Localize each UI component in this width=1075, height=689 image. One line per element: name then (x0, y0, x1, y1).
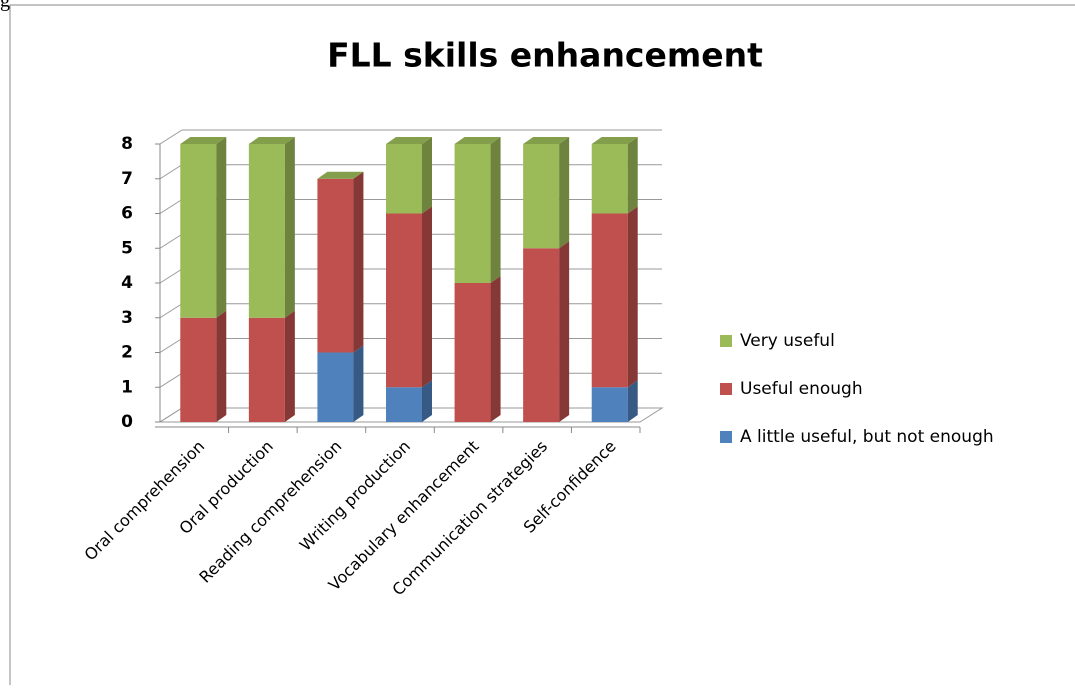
bar-segment (317, 352, 354, 422)
bar-segment (386, 144, 422, 214)
bar-segment (523, 248, 560, 422)
bar-top (248, 137, 295, 144)
legend-label: Useful enough (740, 379, 863, 399)
bar-side (559, 241, 570, 422)
bar-top (180, 137, 227, 144)
bar-top (386, 137, 432, 144)
y-tick-label: 2 (121, 343, 133, 363)
y-tick-label: 4 (121, 273, 133, 293)
bar-top (454, 137, 501, 144)
bar-side (422, 137, 432, 214)
bar-side (627, 137, 638, 214)
legend-label: A little useful, but not enough (740, 427, 994, 447)
bar-side (353, 345, 364, 422)
bar-side (559, 137, 570, 249)
bar-segment (591, 387, 628, 422)
grid-line-side (159, 303, 183, 319)
y-tick-label: 1 (121, 377, 133, 397)
bar-side (627, 206, 638, 388)
bar-segment (386, 213, 422, 388)
y-tick-label: 3 (121, 308, 133, 328)
bar-segment (591, 144, 628, 214)
bar-top (523, 137, 570, 144)
bar-segment (248, 144, 285, 318)
bar-side (216, 137, 227, 318)
y-tick-label: 7 (121, 169, 133, 189)
legend-swatch (720, 431, 732, 443)
bar-side (422, 206, 432, 388)
bar-side (353, 171, 364, 353)
bar-top (591, 137, 638, 144)
bar-side (216, 310, 227, 422)
bar-side (284, 137, 295, 318)
caption: g (0, 0, 10, 12)
bar-segment (591, 213, 628, 388)
grid-line-side (159, 164, 183, 180)
grid-line-side (159, 129, 183, 145)
chart-title: FLL skills enhancement (327, 36, 763, 75)
bar-segment (180, 317, 217, 422)
grid-line-side (159, 407, 183, 423)
bar-side (490, 137, 501, 283)
bar-side (284, 310, 295, 422)
grid-line-side (159, 372, 183, 388)
grid-line-side (159, 233, 183, 249)
bar-top (317, 171, 364, 179)
bar-side (422, 380, 432, 422)
bar-segment (454, 144, 491, 283)
bar-segment (248, 317, 285, 422)
bar-segment (180, 144, 217, 318)
y-tick-label: 5 (121, 238, 133, 258)
grid-line-side (159, 199, 183, 214)
bar-segment (386, 387, 422, 422)
grid-line-side (159, 268, 183, 284)
bar-segment (523, 144, 560, 249)
y-tick-label: 8 (121, 134, 133, 154)
bar-side (627, 380, 638, 422)
bar-side (490, 276, 501, 422)
bar-segment (454, 283, 491, 422)
y-tick-label: 0 (121, 412, 133, 432)
y-tick-label: 6 (121, 204, 133, 224)
legend-swatch (720, 383, 732, 395)
bar-segment (317, 178, 354, 353)
legend-swatch (720, 335, 732, 347)
legend-label: Very useful (740, 331, 835, 351)
grid-line-side (159, 338, 183, 353)
